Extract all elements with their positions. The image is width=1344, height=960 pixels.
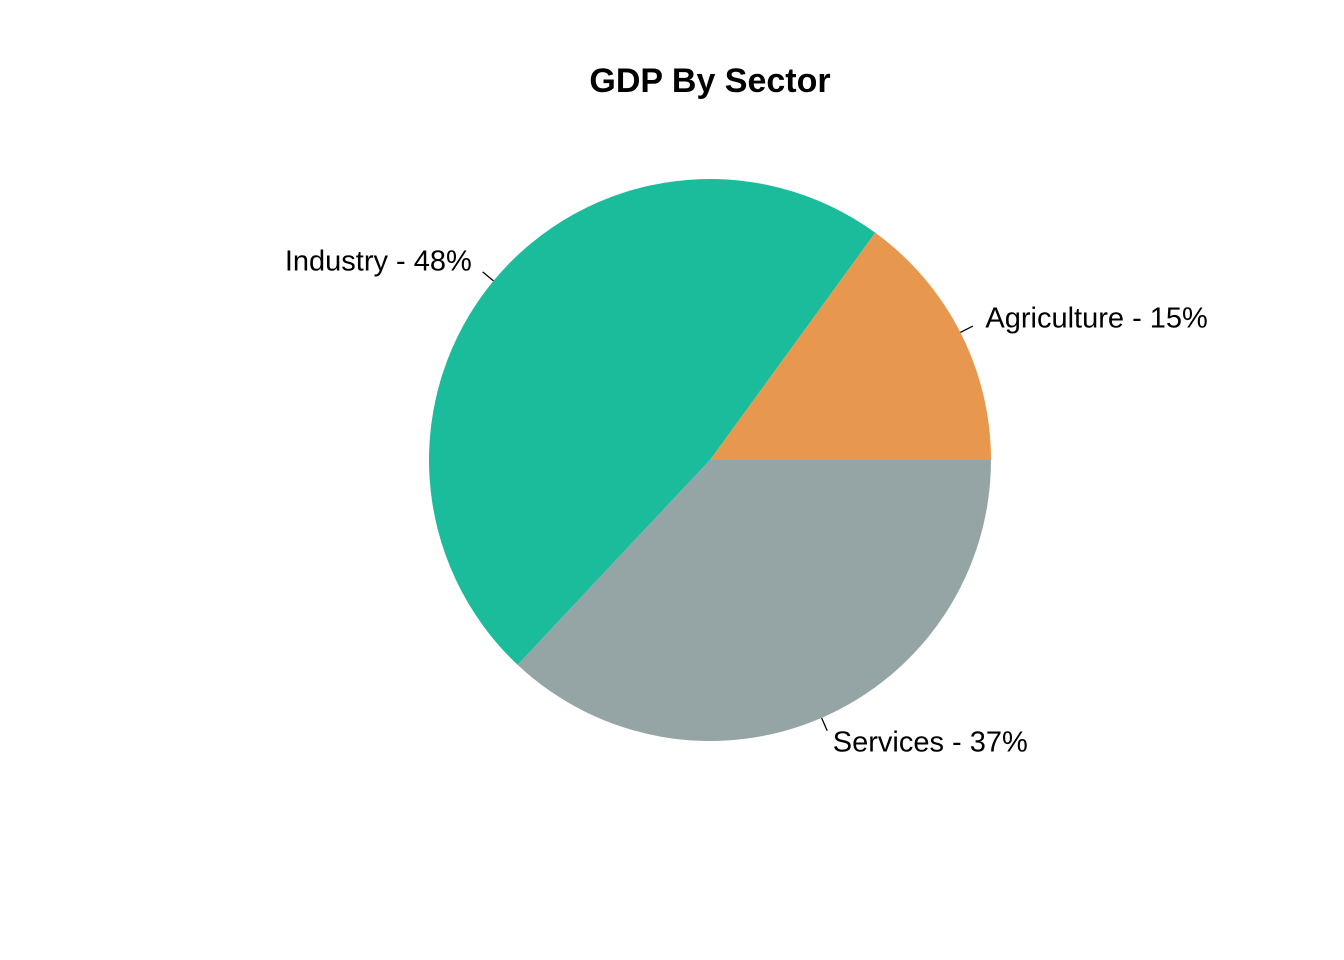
leader-agriculture xyxy=(960,325,974,334)
slice-labels: Agriculture - 15% Industry - 48% Services … xyxy=(285,246,1208,759)
label-agriculture: Agriculture - 15% xyxy=(985,302,1207,334)
label-industry: Industry - 48% xyxy=(285,246,472,278)
leader-services xyxy=(821,717,828,732)
slice-services xyxy=(517,460,991,741)
slice-industry xyxy=(428,178,876,665)
chart-title: GDP By Sector xyxy=(589,62,830,100)
slice-agriculture xyxy=(710,232,991,460)
label-services: Services - 37% xyxy=(833,726,1028,758)
label-leaders xyxy=(482,271,974,732)
leader-industry xyxy=(482,271,494,282)
pie-slices xyxy=(428,178,991,741)
